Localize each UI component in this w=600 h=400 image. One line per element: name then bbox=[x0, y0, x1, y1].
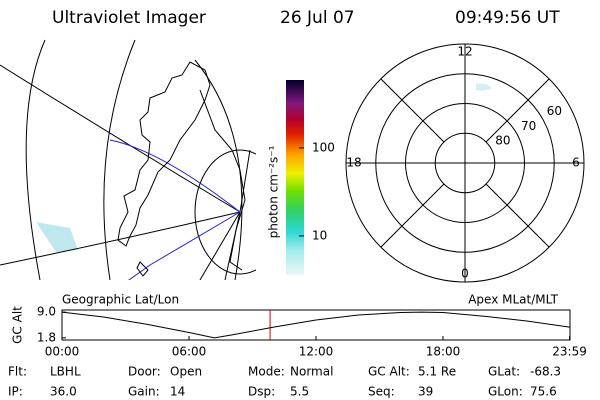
aurora-patch bbox=[476, 83, 492, 91]
coastline bbox=[117, 61, 211, 247]
status-value: -68.3 bbox=[530, 365, 561, 379]
x-tick-label: 12:00 bbox=[299, 345, 334, 359]
status-value: LBHL bbox=[50, 365, 81, 379]
polar-mlt-label: 0 bbox=[461, 267, 469, 281]
colorbar bbox=[286, 80, 304, 275]
aurora-patch bbox=[36, 222, 78, 252]
status-label: Dsp: bbox=[248, 385, 275, 399]
status-label: Seq: bbox=[368, 385, 395, 399]
polar-diagonal bbox=[380, 78, 445, 143]
polar-diagonal bbox=[380, 183, 445, 248]
polar-ring-label: 70 bbox=[521, 119, 536, 133]
date: 26 Jul 07 bbox=[280, 8, 355, 28]
polar-ring-label: 80 bbox=[495, 134, 510, 148]
status-value: 36.0 bbox=[50, 385, 77, 399]
status-label: GLat: bbox=[488, 365, 520, 379]
plot-frame bbox=[61, 309, 571, 341]
status-label: Gain: bbox=[128, 385, 160, 399]
x-tick-label: 18:00 bbox=[426, 345, 461, 359]
x-tick-label: 06:00 bbox=[172, 345, 207, 359]
status-value: 5.1 Re bbox=[418, 365, 456, 379]
status-label: IP: bbox=[8, 385, 23, 399]
colorbar-tick-label: 10 bbox=[312, 228, 327, 242]
lat-circle bbox=[194, 59, 243, 280]
status-value: 39 bbox=[418, 385, 433, 399]
y-axis-label: GC Alt bbox=[11, 306, 25, 344]
y-tick-label: 1.8 bbox=[37, 330, 56, 344]
status-value: Open bbox=[170, 365, 202, 379]
lat-circle bbox=[25, 39, 46, 280]
polar-mlt-label: 18 bbox=[346, 156, 361, 170]
polar-mlt-label: 6 bbox=[572, 156, 580, 170]
map-label: Geographic Lat/Lon bbox=[62, 293, 179, 307]
status-value: 75.6 bbox=[530, 385, 557, 399]
x-tick-label: 00:00 bbox=[45, 345, 80, 359]
polar-mlt-label: 12 bbox=[457, 45, 472, 59]
coastline bbox=[136, 261, 149, 277]
coastline bbox=[199, 89, 246, 271]
time: 09:49:56 UT bbox=[455, 8, 560, 28]
polar-diagonal bbox=[485, 78, 550, 143]
meridian bbox=[0, 211, 241, 266]
status-value: 5.5 bbox=[290, 385, 309, 399]
map bbox=[0, 39, 256, 280]
status-label: Flt: bbox=[8, 365, 27, 379]
polar-label: Apex MLat/MLT bbox=[468, 293, 558, 307]
projection-line bbox=[128, 211, 241, 280]
colorbar-tick-label: 100 bbox=[312, 140, 335, 154]
status-label: Mode: bbox=[248, 365, 285, 379]
status-value: 14 bbox=[170, 385, 185, 399]
meridian bbox=[0, 64, 241, 213]
colorbar-label: photon cm⁻²s⁻¹ bbox=[267, 145, 281, 238]
polar-ring-label: 60 bbox=[547, 104, 562, 118]
status-value: Normal bbox=[290, 365, 333, 379]
y-tick-label: 9.0 bbox=[37, 305, 56, 319]
status-label: GLon: bbox=[488, 385, 523, 399]
lat-circle bbox=[194, 149, 256, 275]
x-tick-label: 23:59 bbox=[552, 345, 587, 359]
title: Ultraviolet Imager bbox=[52, 8, 206, 28]
lat-circle bbox=[103, 39, 136, 280]
status-label: Door: bbox=[128, 365, 161, 379]
altitude-line bbox=[61, 311, 570, 339]
status-label: GC Alt: bbox=[368, 365, 410, 379]
polar-diagonal bbox=[485, 183, 550, 248]
status-panel: Flt: LBHL Door: Open Mode: Normal GC Alt: 5.1 R… bbox=[8, 365, 561, 399]
